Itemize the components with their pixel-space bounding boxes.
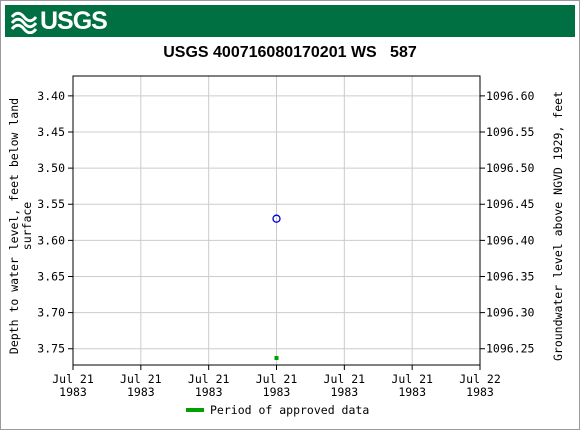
y-tick-label-right: 1096.40 <box>486 233 535 247</box>
y-axis-left-label-line1: Depth to water level, feet below land <box>7 98 21 354</box>
x-tick-label-year: 1983 <box>466 385 494 399</box>
x-tick-label-date: Jul 21 <box>120 372 162 386</box>
y-axis-right-label: Groundwater level above NGVD 1929, feet <box>551 91 565 361</box>
usgs-banner: USGS <box>5 5 575 37</box>
x-tick-label-date: Jul 21 <box>188 372 230 386</box>
x-tick-label-year: 1983 <box>59 385 87 399</box>
usgs-wave-icon <box>11 11 37 34</box>
x-tick-label-year: 1983 <box>195 385 223 399</box>
grid-lines <box>73 76 480 365</box>
y-tick-label-left: 3.60 <box>37 233 65 247</box>
x-tick-label-date: Jul 21 <box>256 372 298 386</box>
y-tick-label-left: 3.45 <box>37 125 65 139</box>
y-tick-label-right: 1096.45 <box>486 197 534 211</box>
data-marks <box>272 214 281 360</box>
y-tick-label-right: 1096.35 <box>486 269 534 283</box>
y-tick-label-right: 1096.30 <box>486 306 535 320</box>
x-tick-label-year: 1983 <box>330 385 358 399</box>
x-tick-label-date: Jul 21 <box>391 372 433 386</box>
y-tick-label-right: 1096.25 <box>486 342 534 356</box>
approved-period-mark <box>274 356 279 360</box>
x-tick-label-date: Jul 21 <box>324 372 366 386</box>
x-tick-label-year: 1983 <box>263 385 291 399</box>
chart-title: USGS 400716080170201 WS 587 <box>163 44 417 61</box>
y-tick-label-right: 1096.55 <box>486 125 534 139</box>
y-tick-label-right: 1096.50 <box>486 161 535 175</box>
chart-legend: Period of approved data <box>186 403 369 417</box>
x-tick-label-year: 1983 <box>398 385 426 399</box>
y-axis-left-label-line2: surface <box>20 202 34 251</box>
y-tick-label-left: 3.40 <box>37 89 65 103</box>
x-tick-label-date: Jul 21 <box>52 372 94 386</box>
y-tick-label-right: 1096.60 <box>486 89 535 103</box>
data-point-marker <box>272 214 281 223</box>
y-tick-label-left: 3.75 <box>37 342 65 356</box>
y-tick-label-left: 3.70 <box>37 306 65 320</box>
y-tick-label-left: 3.65 <box>37 269 65 283</box>
legend-swatch-approved <box>186 408 204 412</box>
x-tick-label-year: 1983 <box>127 385 155 399</box>
usgs-logo-text: USGS <box>40 7 108 35</box>
axis-ticks <box>68 95 485 370</box>
legend-label-approved: Period of approved data <box>210 403 370 417</box>
y-tick-label-left: 3.55 <box>37 197 65 211</box>
x-tick-label-date: Jul 22 <box>459 372 501 386</box>
usgs-logo[interactable]: USGS <box>11 7 108 35</box>
y-tick-label-left: 3.50 <box>37 161 65 175</box>
tick-labels: 3.40 1096.60 3.45 1096.55 3.50 1096.50 3.55 109… <box>37 89 534 399</box>
